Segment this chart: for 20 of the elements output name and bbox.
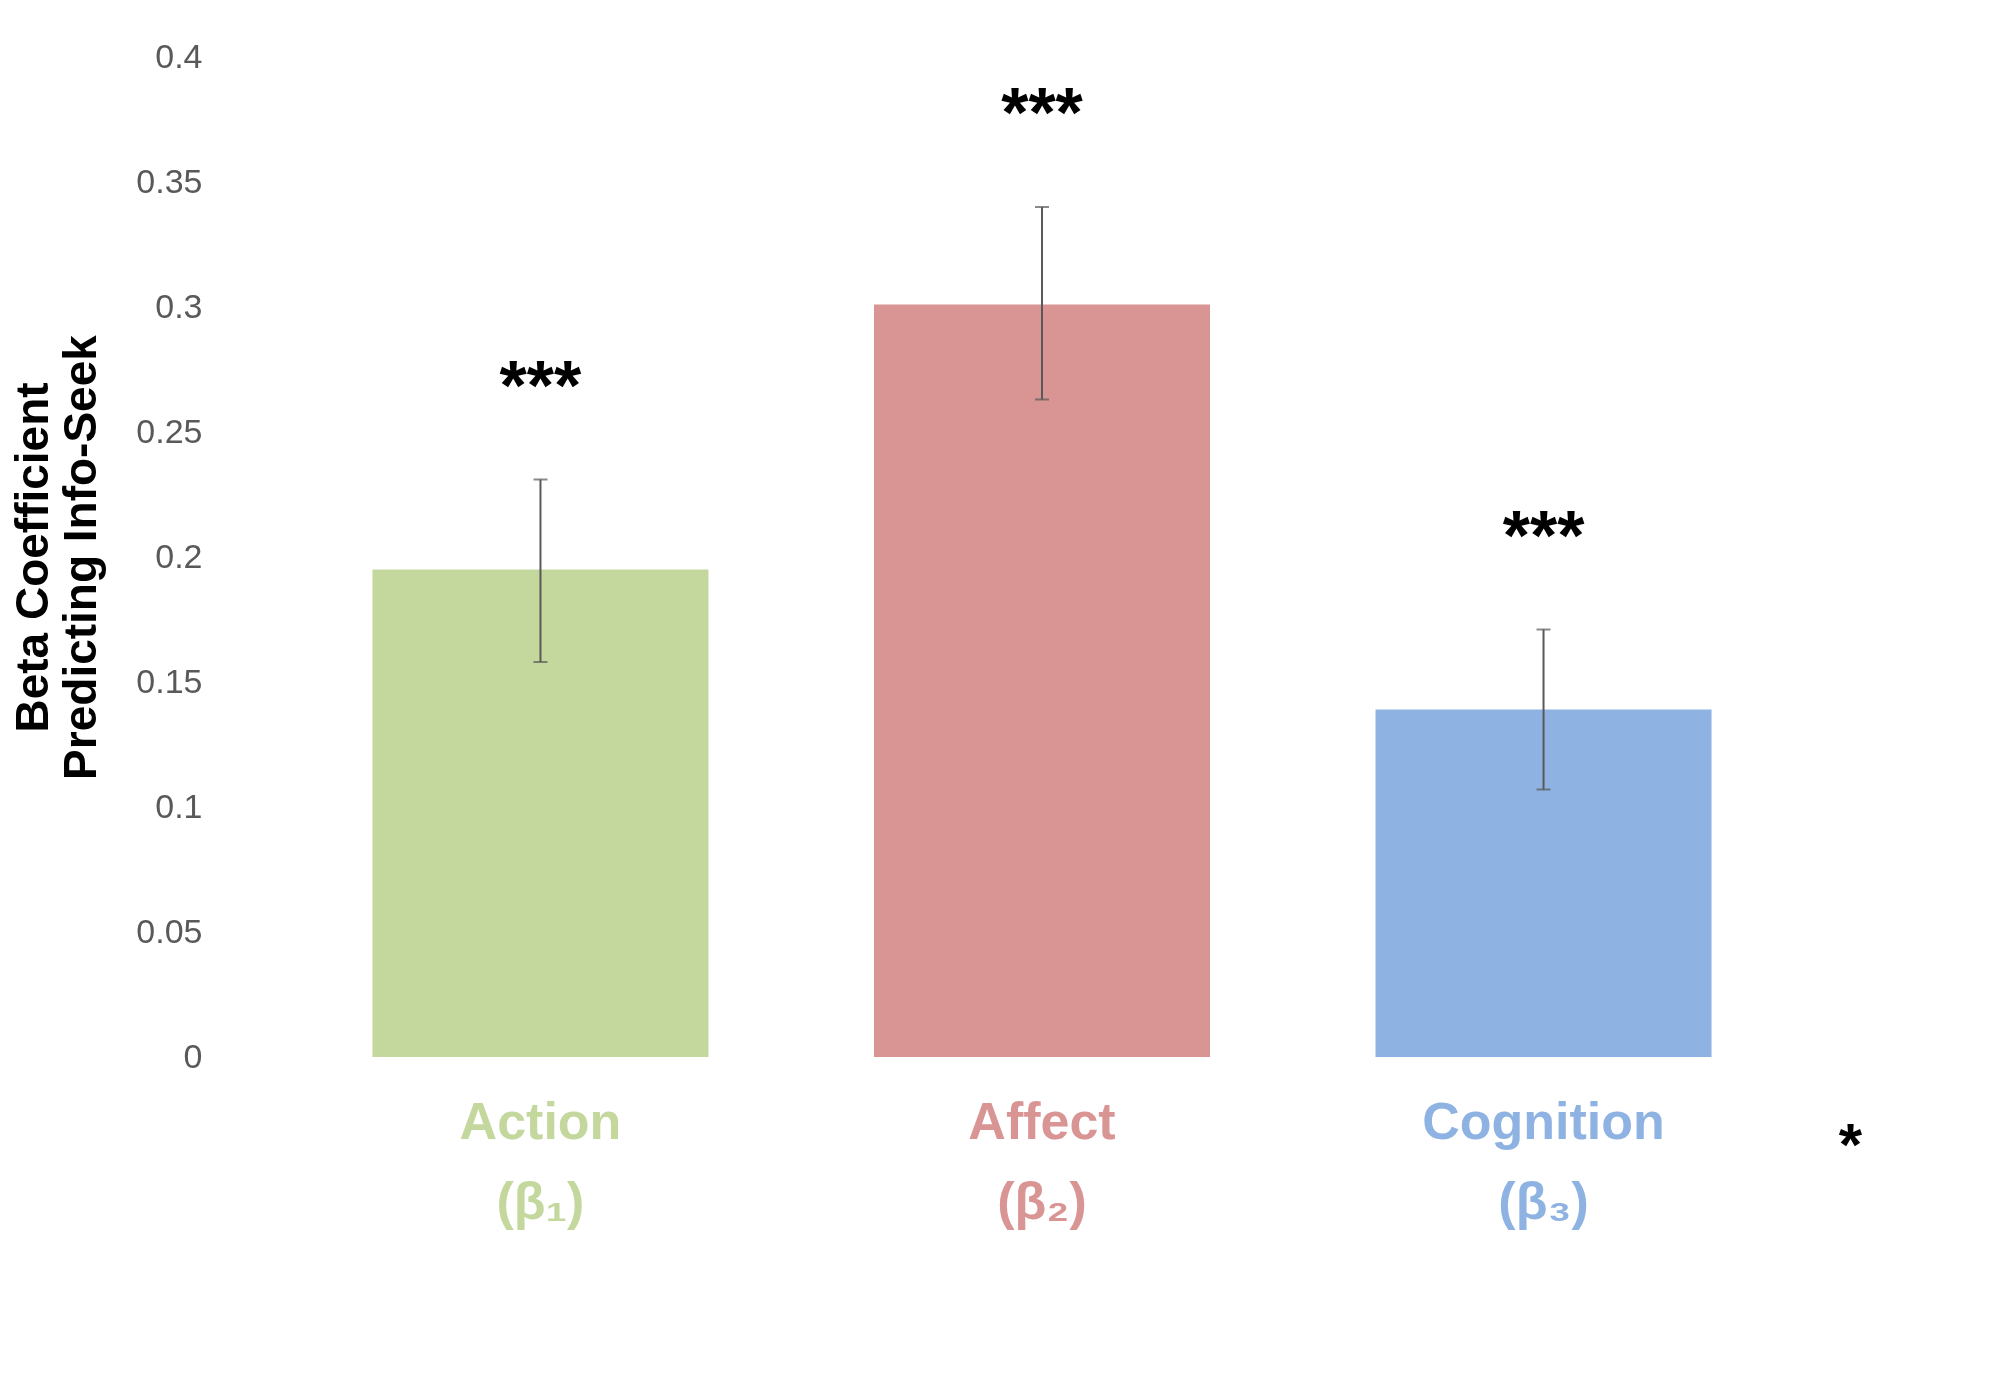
y-tick-label: 0.35 xyxy=(136,161,203,200)
text: * xyxy=(1838,1111,1863,1178)
y-tick-label: 0.05 xyxy=(136,911,203,950)
y-tick-label: 0.15 xyxy=(136,661,203,700)
y-axis-title: Beta Coefficient Predicting Info-Seek xyxy=(6,334,107,780)
x-tick-label: Action (β₁) xyxy=(459,1091,622,1230)
y-tick-label: 0.4 xyxy=(155,36,203,75)
x-tick-label: Cognition (β₃) xyxy=(1422,1091,1665,1230)
y-tick-label: 0.25 xyxy=(136,411,203,450)
annotation: *** xyxy=(1502,496,1586,575)
x-tick-label: Affect (β₂) xyxy=(968,1091,1116,1230)
y-tick-label: 0.2 xyxy=(155,536,203,575)
y-tick-label: 0.1 xyxy=(155,786,203,825)
bar xyxy=(372,569,709,1057)
annotation: *** xyxy=(1001,74,1084,152)
y-tick-label: 0.3 xyxy=(155,286,203,325)
annotation: *** xyxy=(499,346,583,425)
bar xyxy=(1375,709,1712,1057)
y-tick-label: 0 xyxy=(183,1036,203,1075)
bar xyxy=(873,304,1211,1057)
